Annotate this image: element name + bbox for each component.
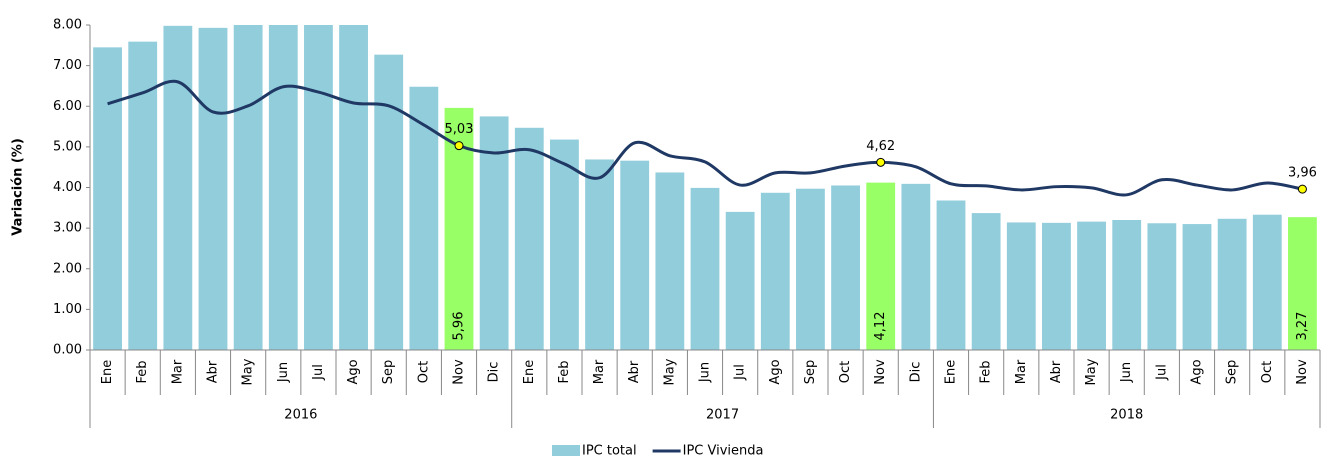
bar bbox=[339, 25, 368, 350]
x-tick-label: Ago bbox=[768, 359, 783, 384]
legend-swatch bbox=[552, 445, 580, 456]
line-marker bbox=[454, 141, 464, 151]
x-tick-label: Sep bbox=[1225, 360, 1240, 385]
bar bbox=[725, 211, 755, 350]
bar bbox=[1006, 222, 1036, 350]
bar-value-label: 5,96 bbox=[452, 312, 467, 341]
line-value-label: 3,96 bbox=[1288, 166, 1317, 181]
bar bbox=[374, 54, 404, 350]
x-tick-label: Oct bbox=[1260, 361, 1275, 383]
bar-value-label: 4,12 bbox=[873, 312, 888, 341]
plot-area bbox=[93, 25, 1317, 350]
x-tick-label: Mar bbox=[170, 359, 185, 384]
x-tick-label: Jun bbox=[276, 362, 291, 383]
y-tick-label: 8.00 bbox=[53, 18, 82, 33]
x-tick-label: Sep bbox=[381, 360, 396, 385]
x-tick-label: Nov bbox=[1295, 359, 1310, 385]
bar bbox=[1217, 218, 1247, 350]
x-tick-label: Oct bbox=[416, 361, 431, 383]
y-tick-label: 3.00 bbox=[53, 221, 82, 236]
y-tick-label: 0.00 bbox=[53, 343, 82, 358]
bar bbox=[1288, 217, 1317, 350]
x-tick-label: Oct bbox=[838, 361, 853, 383]
x-tick-label: Ene bbox=[522, 360, 537, 384]
x-tick-label: Mar bbox=[1014, 359, 1029, 384]
group-label: 2018 bbox=[1110, 408, 1143, 423]
x-tick-label: May bbox=[1084, 358, 1099, 385]
x-tick-label: Feb bbox=[979, 360, 994, 383]
x-tick-label: May bbox=[662, 358, 677, 385]
bar bbox=[831, 185, 860, 350]
x-tick-label: Nov bbox=[873, 359, 888, 385]
bar bbox=[304, 25, 333, 350]
bar bbox=[1182, 224, 1212, 350]
x-tick-label: Jun bbox=[1119, 362, 1134, 383]
line-marker bbox=[876, 157, 886, 167]
legend-label: IPC Vivienda bbox=[683, 444, 764, 459]
bar bbox=[866, 182, 896, 350]
x-tick-label: Ago bbox=[346, 359, 361, 384]
group-label: 2016 bbox=[284, 408, 317, 423]
group-label: 2017 bbox=[706, 408, 739, 423]
bar bbox=[198, 27, 228, 350]
bar bbox=[233, 25, 263, 350]
bar-value-label: 3,27 bbox=[1295, 312, 1310, 341]
x-tick-label: Dic bbox=[908, 362, 923, 383]
y-tick-label: 5.00 bbox=[53, 139, 82, 154]
legend-label: IPC total bbox=[582, 444, 637, 459]
x-tick-label: Jul bbox=[1154, 364, 1169, 381]
line-value-label: 4,62 bbox=[866, 139, 895, 154]
y-tick-label: 4.00 bbox=[53, 180, 82, 195]
x-tick-label: Jul bbox=[311, 364, 326, 381]
bar bbox=[1042, 222, 1071, 350]
bar bbox=[620, 160, 650, 350]
line-value-label: 5,03 bbox=[445, 122, 474, 137]
x-tick-label: Ago bbox=[1190, 359, 1205, 384]
y-axis-label: Variación (%) bbox=[11, 138, 26, 236]
y-tick-label: 6.00 bbox=[53, 99, 82, 114]
bar bbox=[1112, 220, 1142, 350]
bar bbox=[901, 183, 931, 350]
x-tick-label: Ene bbox=[944, 360, 959, 384]
x-tick-label: Mar bbox=[592, 359, 607, 384]
x-tick-label: Jun bbox=[698, 362, 713, 383]
x-tick-label: Nov bbox=[452, 359, 467, 385]
x-tick-label: Ene bbox=[100, 360, 115, 384]
x-tick-label: Feb bbox=[557, 360, 572, 383]
x-tick-label: Abr bbox=[1049, 360, 1064, 383]
bar bbox=[796, 188, 825, 350]
y-tick-label: 1.00 bbox=[53, 302, 82, 317]
bar bbox=[585, 159, 614, 350]
bar bbox=[936, 200, 966, 350]
x-tick-label: Sep bbox=[803, 360, 818, 385]
bar bbox=[550, 139, 579, 350]
bar bbox=[479, 116, 509, 350]
y-tick-label: 7.00 bbox=[53, 58, 82, 73]
bar bbox=[268, 25, 298, 350]
bar bbox=[971, 213, 1001, 350]
y-tick-label: 2.00 bbox=[53, 261, 82, 276]
x-tick-label: Jul bbox=[733, 364, 748, 381]
bar bbox=[1147, 223, 1177, 350]
bar bbox=[690, 187, 720, 350]
bar bbox=[1077, 221, 1106, 350]
bar bbox=[760, 192, 790, 350]
line-marker bbox=[1297, 184, 1307, 194]
bar bbox=[163, 25, 193, 350]
bar bbox=[655, 172, 685, 350]
x-tick-label: Abr bbox=[627, 360, 642, 383]
x-tick-label: Feb bbox=[135, 360, 150, 383]
bar bbox=[1252, 214, 1282, 350]
x-tick-label: May bbox=[241, 358, 256, 385]
bar bbox=[514, 127, 544, 350]
x-tick-label: Abr bbox=[206, 360, 221, 383]
x-tick-label: Dic bbox=[487, 362, 502, 383]
line bbox=[107, 79, 1303, 197]
bar bbox=[93, 47, 122, 350]
